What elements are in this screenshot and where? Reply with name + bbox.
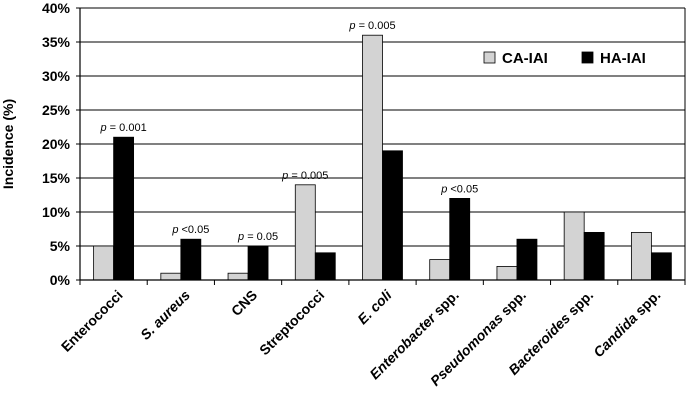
- x-category-label: CNS: [228, 287, 260, 319]
- p-value-label: p <0.05: [171, 224, 209, 236]
- y-axis-title: Incidence (%): [0, 99, 16, 189]
- category-label-part: Streptococci: [256, 287, 327, 358]
- category-label-part: Pseudomonas: [427, 310, 506, 389]
- legend-label: CA-IAI: [502, 50, 548, 67]
- legend-swatch-ca-iai: [483, 51, 496, 64]
- y-tick-label: 10%: [42, 204, 71, 220]
- bar-ha-iai-5: [449, 197, 471, 281]
- bars: [93, 34, 672, 281]
- y-tick-label: 25%: [42, 102, 71, 118]
- bar-ca-iai-6: [496, 265, 518, 281]
- bar-ca-iai-7: [563, 211, 585, 281]
- bar-ca-iai-4: [362, 34, 383, 281]
- bar-ca-iai-0: [93, 245, 115, 281]
- x-category-label: S. aureus: [137, 287, 193, 343]
- bar-ca-iai-3: [294, 184, 316, 281]
- y-tick-label: 0%: [50, 272, 71, 288]
- category-label-part: E. coli: [354, 286, 395, 327]
- y-tick-label: 30%: [42, 68, 71, 84]
- category-label-part: S. aureus: [137, 287, 193, 343]
- x-category-label: Candida spp.: [590, 287, 663, 360]
- bar-ca-iai-2: [227, 272, 249, 281]
- bar-ha-iai-1: [180, 238, 202, 281]
- bar-ca-iai-1: [160, 272, 182, 281]
- x-category-label: Streptococci: [256, 287, 327, 358]
- x-category-label: Enterococci: [58, 287, 126, 355]
- bar-ha-iai-8: [650, 252, 672, 281]
- category-label-part: Candida: [590, 310, 641, 361]
- category-label-part: spp.: [427, 287, 461, 321]
- p-value-annotations: p = 0.001 p <0.05 p = 0.05 p = 0.005 p = 0.0…: [100, 20, 479, 243]
- category-label-part: CNS: [228, 287, 260, 319]
- y-tick-label: 15%: [42, 170, 71, 186]
- category-label-part: spp.: [562, 287, 596, 321]
- legend: CA-IAI HA-IAI: [483, 50, 646, 67]
- category-label-part: Enterococci: [58, 287, 126, 355]
- category-label-part: Enterobacter: [366, 309, 439, 382]
- y-tick-label: 40%: [42, 0, 71, 16]
- p-value-label: p = 0.005: [348, 20, 395, 32]
- x-category-label: E. coli: [354, 286, 395, 327]
- bar-ha-iai-2: [247, 245, 269, 281]
- axes: [76, 7, 686, 285]
- category-label-part: spp.: [629, 287, 663, 321]
- y-tick-label: 5%: [50, 238, 71, 254]
- bar-ha-iai-4: [382, 150, 403, 281]
- legend-label: HA-IAI: [600, 50, 646, 67]
- y-tick-label: 35%: [42, 34, 71, 50]
- y-tick-labels: 0% 5% 10% 15% 20% 25% 30% 35% 40%: [42, 0, 71, 288]
- bar-ha-iai-0: [113, 136, 135, 281]
- category-label-part: Bacteroides: [505, 310, 573, 378]
- p-value-label: p = 0.001: [100, 122, 147, 134]
- bar-ha-iai-7: [583, 231, 605, 281]
- y-tick-label: 20%: [42, 136, 71, 152]
- p-value-label: p <0.05: [440, 183, 478, 195]
- bar-ha-iai-3: [314, 252, 336, 281]
- bar-ha-iai-6: [516, 238, 538, 281]
- p-value-label: p = 0.005: [281, 170, 328, 182]
- p-value-label: p = 0.05: [237, 231, 278, 243]
- legend-swatch-ha-iai: [581, 51, 594, 64]
- bar-ca-iai-5: [429, 259, 451, 281]
- bar-ca-iai-8: [630, 231, 652, 281]
- category-label-part: spp.: [495, 287, 529, 321]
